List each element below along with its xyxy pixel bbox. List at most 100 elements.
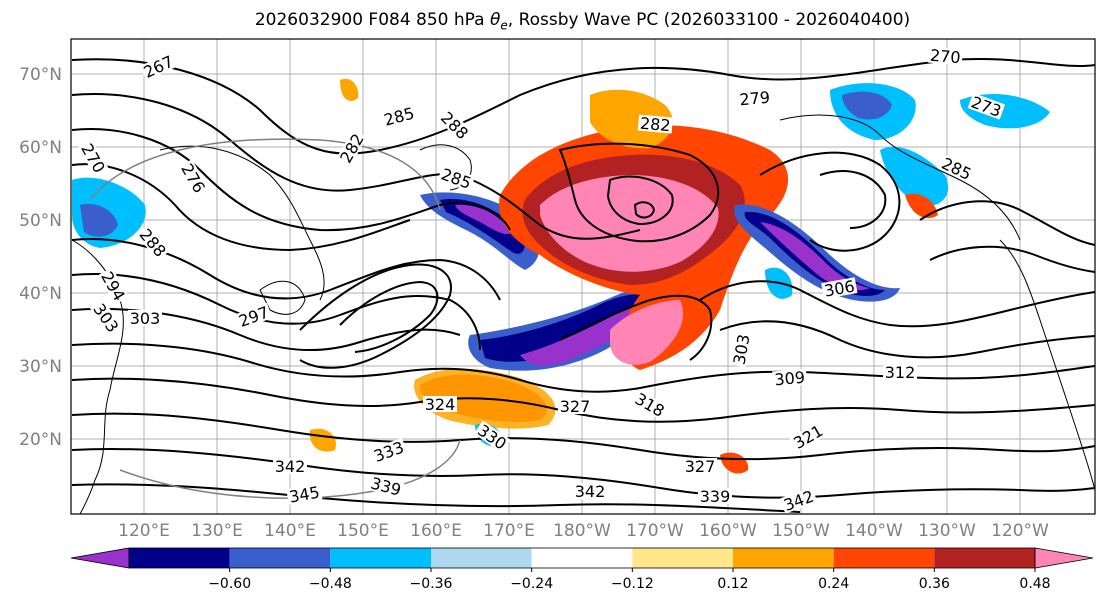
lat-label: 50°N xyxy=(19,211,62,231)
colorbar-swatch xyxy=(733,548,834,568)
colorbar: −0.60 −0.48 −0.36 −0.24 −0.12 0.12 0.24 0.36 0.4… xyxy=(70,547,1094,592)
lon-labels: 120°E 130°E 140°E 150°E 160°E 170°E 180°W 170°W… xyxy=(118,521,1049,541)
shade-neg-canada-coast xyxy=(880,146,949,206)
shade-neg-nw-pacific-violet xyxy=(455,204,512,235)
shade-pos-midpacific-strip xyxy=(610,300,684,365)
contour-label: 282 xyxy=(637,114,673,135)
lon-label: 180°W xyxy=(553,521,611,541)
colorbar-tick-label: −0.48 xyxy=(309,576,352,592)
lon-label: 120°W xyxy=(991,521,1049,541)
contour-label: 303 xyxy=(128,309,162,328)
title-prefix: 2026032900 F084 850 hPa xyxy=(254,10,490,30)
contour-label-bg xyxy=(883,364,917,380)
contour-label-bg xyxy=(637,114,673,134)
shade-neg-alaska-core xyxy=(842,91,892,120)
colorbar-swatch xyxy=(934,548,1035,568)
contour-label-text: 342 xyxy=(575,482,606,501)
shade-neg-midlat-violet xyxy=(520,303,654,366)
projection-arc-lower xyxy=(119,439,461,499)
contour-label-bg xyxy=(927,46,963,66)
contour-label-bg xyxy=(367,474,405,499)
contour-label: 303 xyxy=(730,331,754,368)
colorbar-tick-label: 0.48 xyxy=(1019,576,1050,592)
contour-label-bg xyxy=(737,88,773,108)
contour-label: 342 xyxy=(573,482,607,501)
lat-label: 30°N xyxy=(19,357,62,377)
colorbar-swatch xyxy=(431,548,532,568)
contour-label-bg xyxy=(683,458,717,474)
contour-label-bg xyxy=(473,420,511,454)
lon-label: 150°E xyxy=(337,521,389,541)
contour-label-bg xyxy=(336,129,367,167)
contour-label-text: 303 xyxy=(130,309,161,328)
colorbar-swatch xyxy=(531,548,633,568)
contour-label-bg xyxy=(128,310,162,326)
contour-label-bg xyxy=(178,159,209,197)
lon-label: 140°E xyxy=(264,521,316,541)
lon-label: 130°W xyxy=(918,521,976,541)
contour-label-text: 270 xyxy=(929,46,961,68)
title-theta-subscript: e xyxy=(500,18,508,33)
colorbar-tick-label: −0.24 xyxy=(510,576,553,592)
contour-label-bg xyxy=(423,396,457,412)
contour-label-bg xyxy=(779,486,818,514)
shade-neg-ne-pacific-violet xyxy=(760,222,870,291)
lat-label: 40°N xyxy=(19,284,62,304)
contour-label-text: 327 xyxy=(685,457,716,476)
lon-label: 160°E xyxy=(410,521,462,541)
lon-label: 120°E xyxy=(118,521,170,541)
shaded-regions xyxy=(72,78,1050,474)
contour-label: 339 xyxy=(698,487,732,506)
lon-label: 140°W xyxy=(845,521,903,541)
contour-label-bg xyxy=(380,104,418,129)
contour-label-bg xyxy=(821,277,858,299)
colorbar-extend-low xyxy=(70,547,130,569)
map-frame xyxy=(70,38,1096,515)
lon-label: 160°W xyxy=(699,521,757,541)
shade-pos-blob-3 xyxy=(905,193,938,219)
contour-label-bg xyxy=(573,483,607,499)
colorbar-swatch xyxy=(129,548,230,568)
figure-title: 2026032900 F084 850 hPa θe, Rossby Wave … xyxy=(0,10,1105,32)
colorbar-frame xyxy=(128,547,1036,569)
colorbar-tick-label: −0.12 xyxy=(611,576,654,592)
contour-label: 342 xyxy=(273,457,307,476)
contour-label-bg xyxy=(631,389,669,420)
contour-label-bg xyxy=(772,368,808,388)
lat-label: 60°N xyxy=(19,138,62,158)
contour-label-bg xyxy=(286,483,323,505)
contour-label-bg xyxy=(369,437,408,465)
contour-label-bg xyxy=(98,267,129,305)
contour-label-bg xyxy=(78,139,109,177)
colorbar-tick-label: 0.24 xyxy=(818,576,849,592)
contour-label: 327 xyxy=(683,457,717,476)
colorbar-extend-high xyxy=(1034,547,1094,569)
title-theta: θ xyxy=(490,10,501,30)
projection-arc xyxy=(89,138,441,211)
colorbar-swatch xyxy=(229,548,331,568)
colorbar-tick-label: −0.36 xyxy=(410,576,453,592)
shade-pos-blob-1 xyxy=(340,78,359,101)
contour-label-text: 312 xyxy=(885,363,916,382)
contour-label: 324 xyxy=(423,395,457,414)
lon-label: 170°W xyxy=(626,521,684,541)
lon-label: 150°W xyxy=(772,521,830,541)
lat-label: 70°N xyxy=(19,65,62,85)
contour-label-bg xyxy=(937,153,976,183)
contour-label: 279 xyxy=(737,88,773,109)
contour-label-bg xyxy=(789,421,827,452)
contour-label-bg xyxy=(89,299,123,337)
colorbar-swatch xyxy=(330,548,431,568)
contour-label-bg xyxy=(698,488,732,504)
contour-label-text: 327 xyxy=(560,397,591,416)
contour-label-bg xyxy=(234,302,273,330)
contour-label: 306 xyxy=(821,277,858,301)
title-suffix: , Rossby Wave PC (2026033100 - 202604040… xyxy=(507,10,911,30)
contour-label-text: 339 xyxy=(700,487,731,506)
shade-neg-nw-pacific-core xyxy=(440,199,525,254)
contour-label: 273 xyxy=(967,93,1006,121)
contour-label-bg xyxy=(136,224,171,261)
contour-label: 345 xyxy=(286,483,323,507)
contour-label-text: 324 xyxy=(425,395,456,414)
